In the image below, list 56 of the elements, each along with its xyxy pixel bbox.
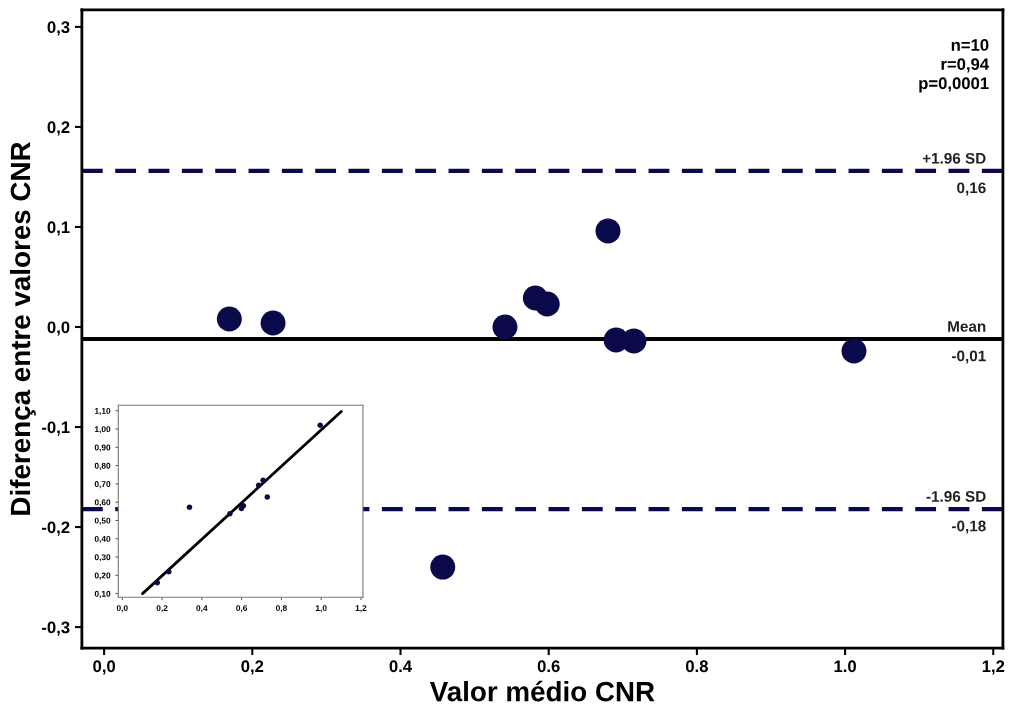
y-tick-label: 0,1	[47, 221, 70, 236]
x-tick-label: 0.6	[537, 660, 560, 673]
point	[841, 338, 867, 364]
ref-line-label: +1.96 SD	[922, 152, 986, 164]
point	[166, 568, 172, 575]
point	[260, 310, 286, 336]
ref-line-label: -1.96 SD	[926, 491, 986, 502]
y-tick-label: -0,1	[42, 421, 70, 436]
point	[255, 482, 262, 488]
y-tick-label: 0,0	[47, 321, 70, 336]
x-tick-label: 0,2	[156, 605, 168, 613]
y-tick-label: 0,50	[94, 517, 111, 525]
x-tick-label: 1,0	[315, 605, 327, 613]
x-tick-label: 1.0	[834, 660, 856, 673]
point	[154, 580, 161, 586]
point	[492, 314, 518, 340]
point	[534, 291, 560, 317]
x-axis-title: Valor médio CNR	[429, 680, 655, 702]
x-tick-label: 0.4	[389, 660, 412, 673]
y-tick-label: 1,10	[94, 407, 111, 416]
x-tick-label: 1,2	[982, 660, 1005, 675]
y-tick-label: 1,00	[94, 426, 111, 434]
y-tick-label: 0,40	[94, 535, 111, 544]
y-tick-label: 0,3	[47, 21, 70, 36]
point	[216, 306, 242, 332]
x-tick-label: 0,4	[196, 605, 208, 613]
annotation: -0,18	[952, 520, 986, 534]
annotation: 0,16	[957, 182, 986, 196]
point	[264, 494, 271, 500]
x-tick-label: 0.8	[685, 660, 708, 673]
annotation: n=10 r=0,94 p=0,0001	[919, 39, 990, 93]
point	[227, 510, 233, 517]
x-tick-label: 0,6	[236, 605, 248, 613]
y-tick-label: 0,20	[94, 572, 111, 580]
y-tick-label: 0,60	[94, 499, 111, 507]
y-tick-label: 0,90	[94, 444, 111, 452]
y-tick-label: 0,80	[94, 462, 111, 470]
point	[317, 422, 323, 428]
x-tick-label: 0,8	[275, 605, 287, 613]
y-tick-label: -0,3	[42, 621, 70, 636]
y-axis-title: Diferença entre valores CNR	[9, 141, 36, 515]
ref-line-label: Mean	[948, 321, 986, 332]
x-tick-label: 1,2	[355, 605, 367, 613]
point	[595, 218, 621, 244]
y-tick-label: 0,10	[94, 590, 111, 598]
annotation: -0,01	[952, 350, 986, 364]
point	[260, 477, 266, 484]
y-tick-label: 0,30	[94, 554, 111, 562]
point	[186, 504, 193, 511]
point	[621, 328, 647, 354]
point	[430, 554, 456, 580]
x-tick-label: 0,0	[116, 605, 128, 613]
y-tick-label: 0,2	[47, 121, 70, 136]
y-tick-label: -0,2	[42, 521, 70, 536]
y-tick-label: 0,70	[94, 481, 111, 489]
x-tick-label: 0,2	[241, 660, 264, 675]
